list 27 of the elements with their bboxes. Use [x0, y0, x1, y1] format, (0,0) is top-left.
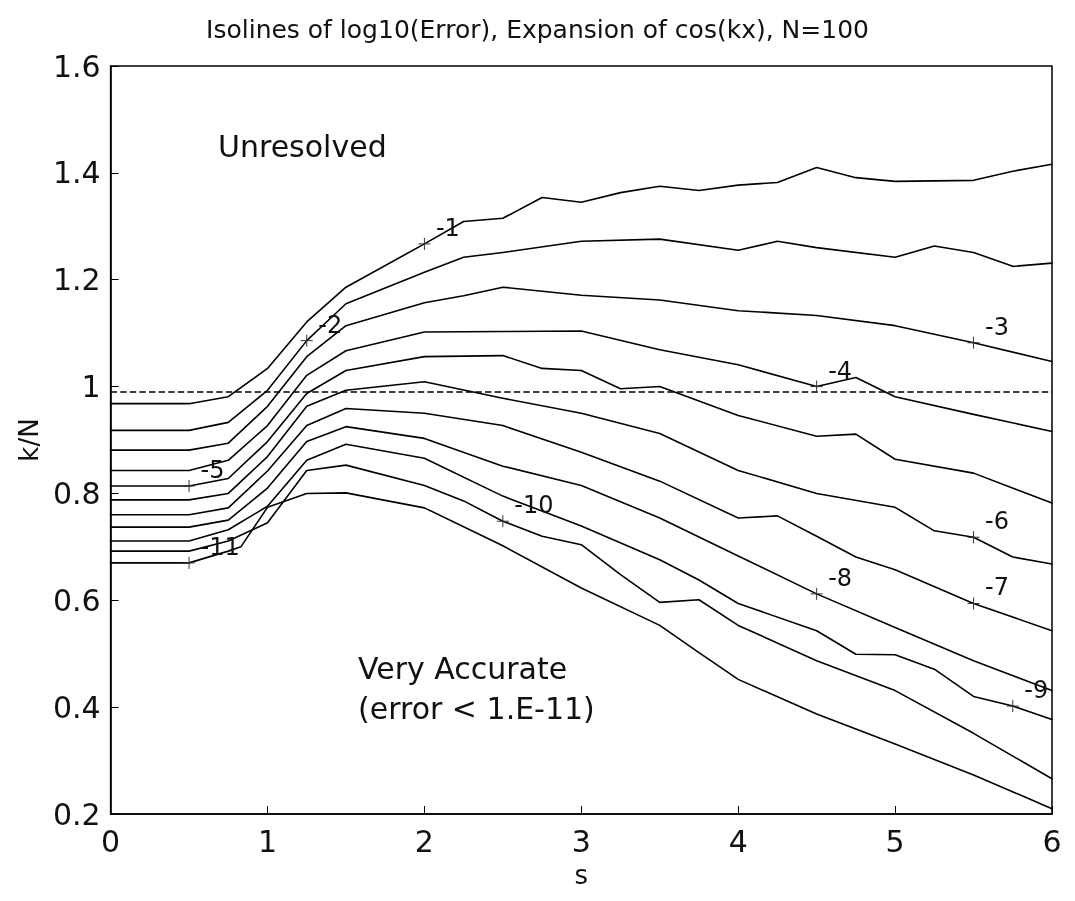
y-tick-label: 1.4: [52, 155, 101, 191]
y-tick-label: 1.6: [52, 48, 101, 84]
annotation: -7: [985, 573, 1009, 602]
annotation: -9: [1024, 676, 1049, 705]
annotation: Unresolved: [218, 128, 387, 164]
x-tick-label: 0: [101, 823, 121, 859]
annotation: -6: [985, 507, 1009, 536]
x-tick-label: 4: [728, 823, 748, 859]
x-tick-label: 1: [257, 823, 278, 859]
x-tick-label: 3: [571, 823, 591, 859]
annotation: -5: [200, 455, 225, 484]
x-tick-label: 2: [414, 823, 434, 859]
y-axis-title: k/N: [14, 418, 44, 462]
y-tick-label: 0.2: [52, 796, 101, 832]
y-tick-label: 0.6: [52, 582, 101, 618]
annotation: -3: [985, 312, 1009, 341]
x-axis-title: s: [574, 860, 589, 890]
x-tick-label: 5: [885, 823, 905, 859]
annotation: Very Accurate (error < 1.E-11): [358, 650, 595, 726]
x-tick-label: 6: [1042, 823, 1062, 859]
y-tick-label: 1.2: [52, 262, 101, 298]
annotation: -8: [828, 563, 853, 592]
y-tick-label: 1: [81, 369, 101, 405]
y-tick-label: 0.4: [52, 689, 101, 725]
annotation: -4: [828, 356, 853, 385]
y-tick-label: 0.8: [52, 475, 101, 511]
chart-title: Isolines of log10(Error), Expansion of cos(kx), N=100: [206, 15, 869, 44]
